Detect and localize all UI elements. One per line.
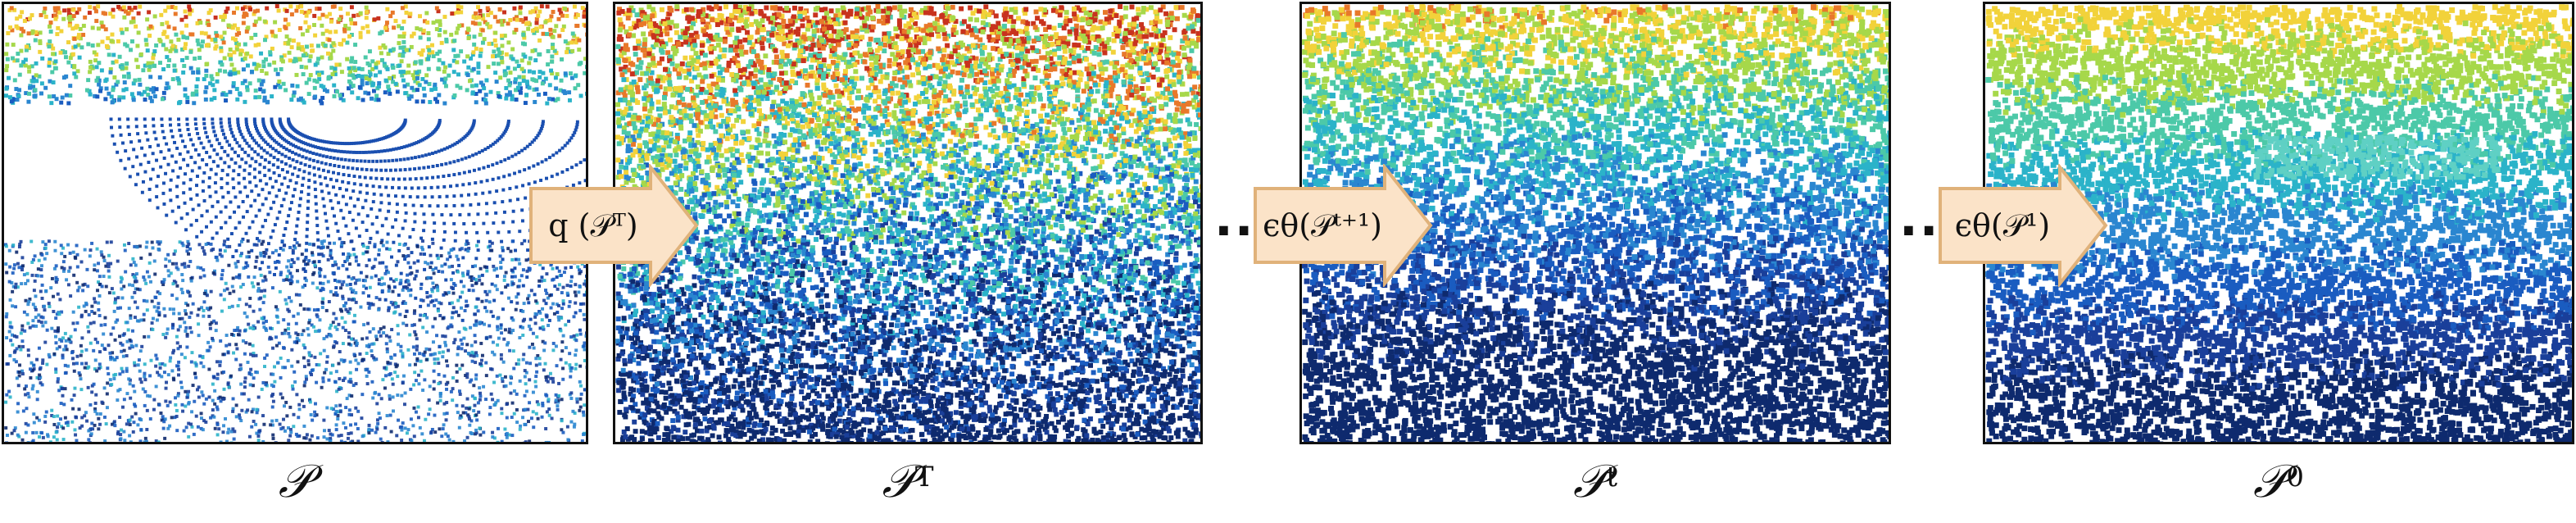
- panel-input-point-cloud: [2, 2, 588, 444]
- final-denoise-label: ϵθ(𝒫¹): [1937, 164, 2068, 287]
- forward-diffusion-label: q (𝒫ᵀ): [528, 164, 659, 287]
- caption-noisy-base: 𝒫: [882, 455, 914, 509]
- caption-intermediate-base: 𝒫: [1573, 455, 1606, 509]
- caption-intermediate-sup: t: [1606, 461, 1617, 493]
- panel-noisy-point-cloud: [613, 2, 1203, 444]
- caption-noisy-sup: T: [915, 461, 934, 493]
- noisy-point-cloud-image: [615, 4, 1200, 442]
- denoise-step-label: ϵθ(𝒫ᵗ⁺¹): [1252, 164, 1393, 287]
- denoise-step-arrow: ϵθ(𝒫ᵗ⁺¹): [1252, 164, 1434, 287]
- caption-output-base: 𝒫: [2253, 455, 2286, 509]
- arrow-shape-icon: [1254, 164, 1433, 287]
- caption-input: 𝒫: [2, 449, 588, 515]
- forward-diffusion-arrow: q (𝒫ᵀ): [528, 164, 700, 287]
- final-denoise-arrow: ϵθ(𝒫¹): [1937, 164, 2109, 287]
- arrow-shape-icon: [1939, 164, 2108, 287]
- arrow-shape-icon: [529, 164, 699, 287]
- intermediate-point-cloud-image: [1302, 4, 1889, 442]
- caption-input-base: 𝒫: [279, 455, 311, 509]
- caption-output-sup: 0: [2286, 461, 2304, 493]
- input-point-cloud-image: [4, 4, 586, 442]
- output-point-cloud-image: [1985, 4, 2572, 442]
